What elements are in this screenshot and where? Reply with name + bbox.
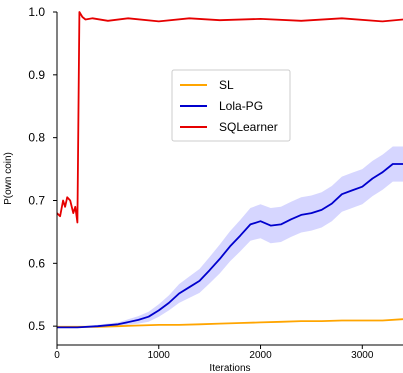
legend: SL Lola-PG SQLearner [171,69,291,142]
axes [56,12,403,346]
series-line-sqlearner [56,11,403,224]
y-tick-label: 0.9 [28,68,45,82]
y-tick-label: 0.8 [28,131,45,145]
confidence-bands [57,146,403,328]
x-tick-label: 2000 [249,350,272,361]
x-tick-label: 3000 [351,350,374,361]
y-tick-label: 0.5 [28,319,45,333]
legend-label-sqlearner: SQLearner [219,120,278,134]
x-axis-label: Iterations [209,363,250,373]
ticks: 0.5 0.6 0.7 0.8 0.9 1.0 0 1000 2000 3000 [28,5,374,361]
y-tick-label: 1.0 [28,5,45,19]
x-tick-label: 0 [54,350,60,361]
y-tick-label: 0.7 [28,193,45,207]
legend-label-lola-pg: Lola-PG [219,99,263,113]
band-lola-pg [57,146,403,328]
x-tick-label: 1000 [148,350,171,361]
legend-box [171,69,291,142]
series-line-lola-pg [57,163,403,329]
legend-label-sl: SL [219,78,234,92]
y-tick-label: 0.6 [28,256,45,270]
series-line-sl [57,318,403,328]
series-lines [56,11,403,329]
y-axis-label: P(own coin) [3,152,14,205]
